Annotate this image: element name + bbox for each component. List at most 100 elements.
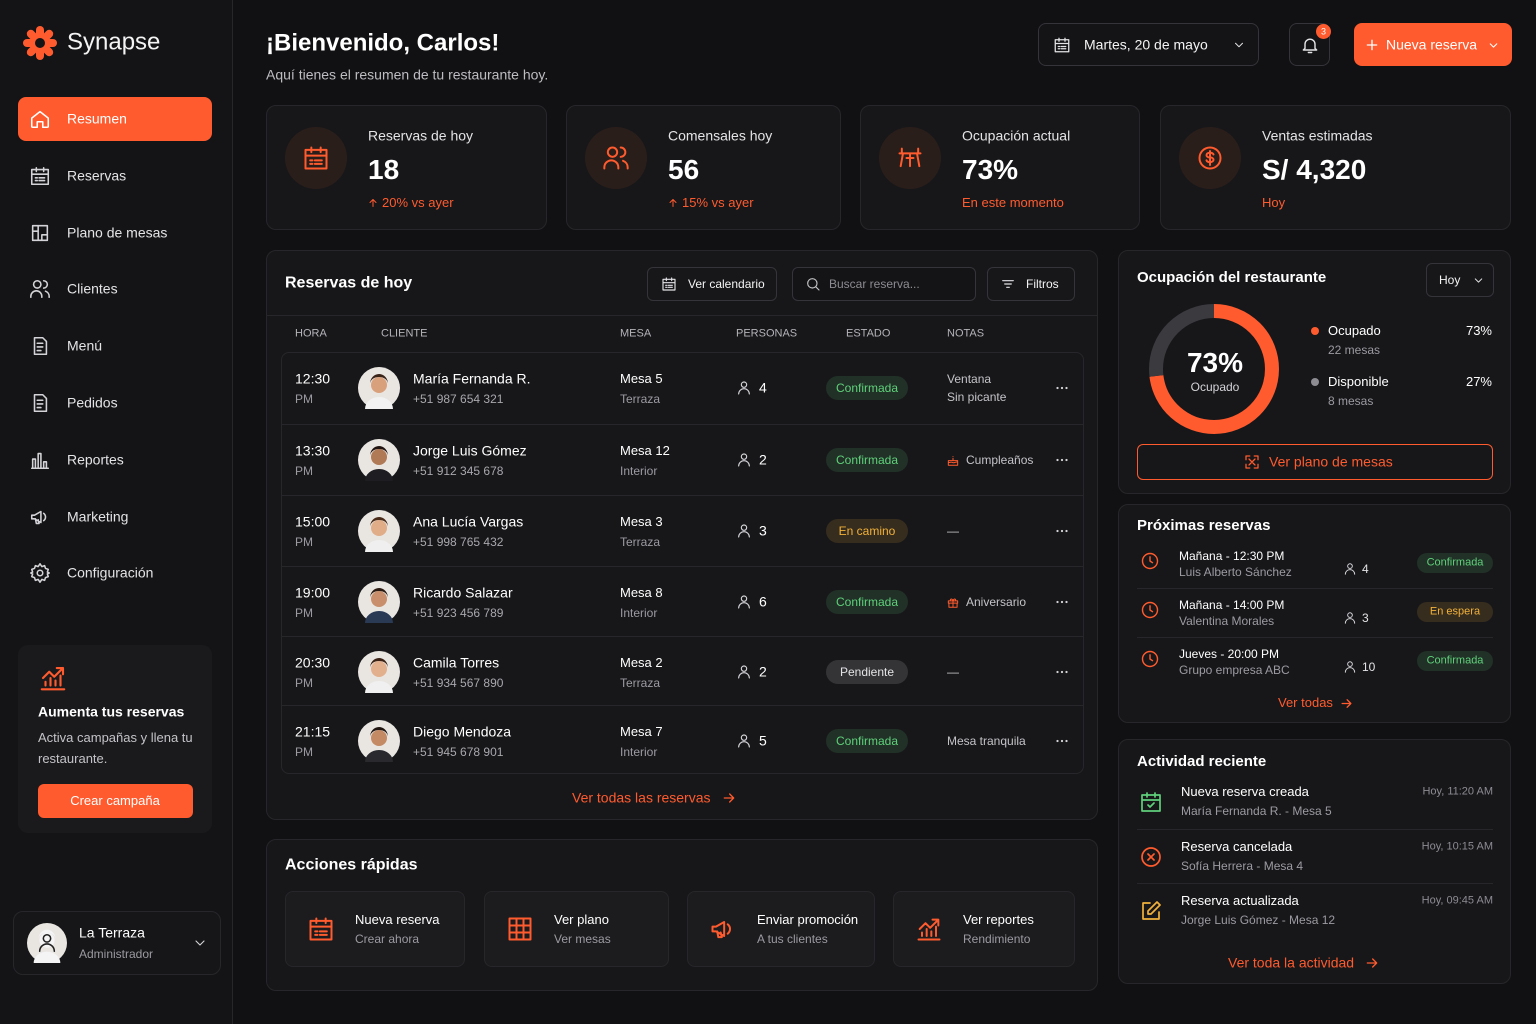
calendar-button[interactable] (647, 267, 777, 301)
icon (1054, 37, 1070, 53)
period: PM (295, 744, 313, 759)
period-select[interactable] (1426, 263, 1494, 297)
activity-detail: Sofía Herrera - Mesa 4 (1181, 858, 1304, 873)
nav-label: Reportes (67, 451, 124, 468)
icon-path (33, 393, 48, 413)
logo (23, 26, 57, 60)
filter-button[interactable] (987, 267, 1075, 301)
date-picker[interactable] (1038, 23, 1259, 66)
quick-action-title: Ver plano (554, 912, 609, 928)
time: 19:00 (295, 584, 331, 601)
time: 12:30 (295, 370, 331, 387)
stat-icon-bg (585, 127, 647, 189)
stat-note: En este momento (962, 195, 1064, 211)
area: Terraza (620, 391, 661, 406)
activity-link[interactable]: Ver toda la actividad (1228, 954, 1355, 971)
icon (1002, 280, 1014, 288)
icon-path (738, 524, 750, 538)
avatar-shape (370, 588, 388, 598)
icon-path (31, 224, 49, 241)
avatar-shape (370, 727, 388, 737)
avatar (358, 439, 400, 481)
icon-path (1141, 552, 1159, 570)
icon-path (1198, 146, 1222, 170)
icon-path (1344, 612, 1356, 624)
item-divider (1137, 637, 1493, 638)
nav-label: Clientes (67, 280, 118, 297)
icon-path (1366, 958, 1378, 968)
status-label: Confirmada (835, 380, 899, 395)
upcoming-name: Luis Alberto Sánchez (1179, 564, 1292, 579)
rows-frame (281, 352, 1084, 774)
stat-note: 15% vs ayer (682, 195, 754, 211)
icon-path (1141, 601, 1159, 619)
quick-action[interactable] (893, 891, 1075, 967)
quick-action[interactable] (687, 891, 875, 967)
reservations-link[interactable]: Ver todas las reservas (572, 789, 711, 806)
avatar-shape (371, 520, 387, 536)
status-pill (826, 376, 908, 400)
client-name: Diego Mendoza (413, 723, 512, 740)
column-header: MESA (620, 327, 652, 340)
activity-detail: Jorge Luis Gómez - Mesa 12 (1181, 912, 1336, 927)
icon (738, 381, 750, 395)
search-input[interactable] (792, 267, 976, 301)
icon (807, 278, 820, 291)
brand: Synapse (67, 28, 161, 56)
area: Terraza (620, 534, 661, 549)
legend-value: 73% (1465, 323, 1492, 339)
floor-plan-button[interactable] (1137, 444, 1493, 480)
stat-note: 20% vs ayer (382, 195, 454, 211)
icon-path (1141, 846, 1161, 867)
nav-label: Resumen (67, 110, 127, 127)
new-reservation-button[interactable] (1354, 23, 1512, 66)
legend-name: Disponible (1328, 374, 1389, 390)
item-divider (1137, 883, 1493, 884)
icon (1344, 612, 1356, 624)
promo-text: Activa campañas y llena tu restaurante. (38, 730, 193, 766)
avatar-shape (370, 658, 388, 668)
avatar (358, 651, 400, 693)
notification-badge (1316, 24, 1331, 39)
upcoming-when: Mañana - 14:00 PM (1179, 597, 1285, 612)
filter-button-label: Filtros (1026, 276, 1059, 291)
table: Mesa 8 (620, 585, 663, 601)
quick-action-sub: Crear ahora (355, 931, 420, 946)
icon-path (30, 166, 50, 185)
column-header: HORA (295, 327, 327, 340)
notifications-button[interactable] (1289, 23, 1330, 66)
people: 6 (759, 593, 767, 610)
status-pill (826, 519, 908, 543)
icon (1302, 38, 1318, 54)
area: Interior (620, 744, 658, 759)
user-name: La Terraza (79, 924, 145, 941)
people: 2 (759, 663, 767, 680)
icon-path (738, 381, 750, 395)
people: 2 (759, 451, 767, 468)
client-phone: +51 945 678 901 (413, 744, 504, 759)
icon-path (1141, 792, 1161, 812)
quick-action[interactable] (484, 891, 669, 967)
row-divider (282, 495, 1083, 496)
nav-item[interactable] (18, 97, 212, 141)
icon (1141, 552, 1159, 570)
icon (1056, 386, 1068, 390)
icon (369, 199, 377, 207)
upcoming-when: Mañana - 12:30 PM (1179, 548, 1285, 563)
icon-path (738, 595, 750, 609)
legend-dot (1311, 378, 1319, 386)
avatar-shape (370, 517, 388, 527)
note: — (947, 523, 959, 538)
status-pill (1417, 651, 1493, 671)
quick-action[interactable] (285, 891, 465, 967)
icon-path (1302, 38, 1318, 54)
client-name: María Fernanda R. (413, 370, 531, 387)
promo-button[interactable] (38, 784, 193, 818)
column-header: PERSONAS (736, 327, 798, 340)
icon-path (1054, 37, 1070, 53)
stat-value: 73% (962, 154, 1019, 186)
icon (1341, 698, 1351, 708)
icon-path (30, 563, 50, 584)
icon-path (30, 452, 50, 469)
upcoming-link[interactable]: Ver todas (1278, 695, 1333, 711)
